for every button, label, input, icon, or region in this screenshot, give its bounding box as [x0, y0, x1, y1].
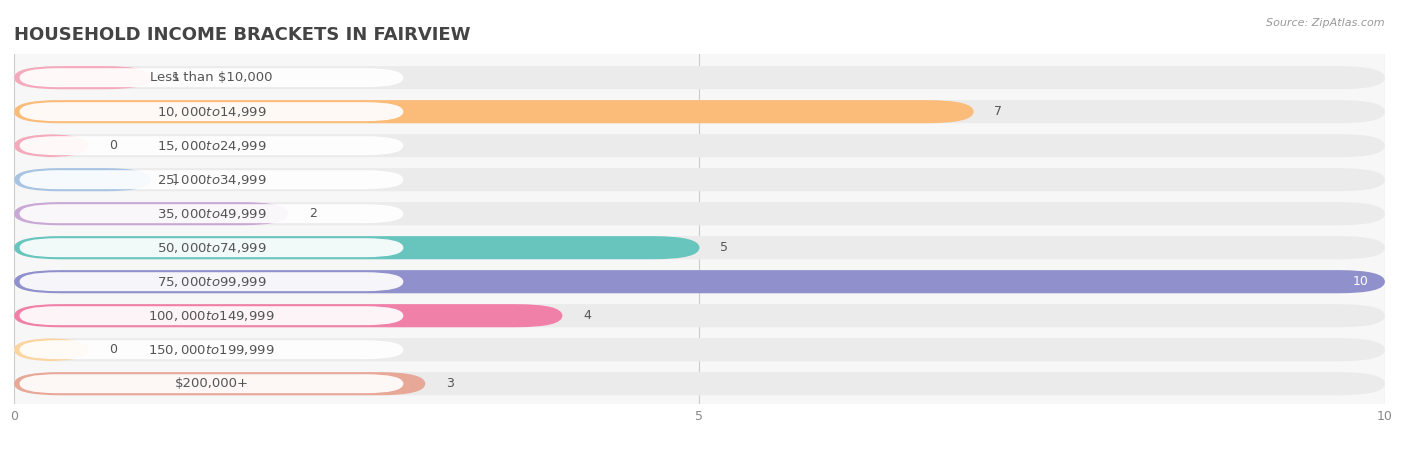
FancyBboxPatch shape	[14, 338, 89, 361]
Text: 4: 4	[583, 309, 591, 322]
FancyBboxPatch shape	[20, 306, 404, 325]
Text: $25,000 to $34,999: $25,000 to $34,999	[156, 173, 266, 187]
FancyBboxPatch shape	[20, 102, 404, 121]
Text: HOUSEHOLD INCOME BRACKETS IN FAIRVIEW: HOUSEHOLD INCOME BRACKETS IN FAIRVIEW	[14, 26, 471, 44]
FancyBboxPatch shape	[14, 100, 1385, 123]
FancyBboxPatch shape	[14, 304, 1385, 327]
FancyBboxPatch shape	[14, 66, 1385, 89]
FancyBboxPatch shape	[14, 236, 700, 259]
FancyBboxPatch shape	[14, 202, 1385, 225]
Text: $200,000+: $200,000+	[174, 377, 249, 390]
FancyBboxPatch shape	[20, 136, 404, 155]
Text: $150,000 to $199,999: $150,000 to $199,999	[148, 343, 274, 357]
Text: Less than $10,000: Less than $10,000	[150, 71, 273, 84]
FancyBboxPatch shape	[14, 304, 562, 327]
Text: 0: 0	[110, 343, 117, 356]
FancyBboxPatch shape	[20, 272, 404, 291]
FancyBboxPatch shape	[20, 68, 404, 87]
Text: 0: 0	[110, 139, 117, 152]
FancyBboxPatch shape	[14, 66, 152, 89]
FancyBboxPatch shape	[14, 168, 1385, 191]
FancyBboxPatch shape	[14, 372, 425, 395]
Text: 1: 1	[172, 173, 180, 186]
Text: $10,000 to $14,999: $10,000 to $14,999	[156, 105, 266, 119]
Text: 3: 3	[446, 377, 454, 390]
Text: $15,000 to $24,999: $15,000 to $24,999	[156, 139, 266, 153]
Text: 1: 1	[172, 71, 180, 84]
FancyBboxPatch shape	[14, 270, 1385, 293]
FancyBboxPatch shape	[20, 204, 404, 223]
FancyBboxPatch shape	[14, 100, 973, 123]
FancyBboxPatch shape	[20, 374, 404, 393]
FancyBboxPatch shape	[20, 340, 404, 359]
FancyBboxPatch shape	[14, 202, 288, 225]
Text: $100,000 to $149,999: $100,000 to $149,999	[148, 309, 274, 323]
FancyBboxPatch shape	[14, 270, 1385, 293]
FancyBboxPatch shape	[14, 372, 1385, 395]
Text: $50,000 to $74,999: $50,000 to $74,999	[156, 241, 266, 255]
FancyBboxPatch shape	[14, 338, 1385, 361]
FancyBboxPatch shape	[14, 236, 1385, 259]
Text: $75,000 to $99,999: $75,000 to $99,999	[156, 275, 266, 289]
FancyBboxPatch shape	[14, 168, 152, 191]
FancyBboxPatch shape	[20, 170, 404, 189]
FancyBboxPatch shape	[14, 134, 89, 157]
Text: 5: 5	[720, 241, 728, 254]
Text: 2: 2	[309, 207, 316, 220]
FancyBboxPatch shape	[20, 238, 404, 257]
Text: 7: 7	[994, 105, 1002, 118]
Text: Source: ZipAtlas.com: Source: ZipAtlas.com	[1267, 18, 1385, 28]
Text: 10: 10	[1353, 275, 1368, 288]
Text: $35,000 to $49,999: $35,000 to $49,999	[156, 207, 266, 221]
FancyBboxPatch shape	[14, 134, 1385, 157]
